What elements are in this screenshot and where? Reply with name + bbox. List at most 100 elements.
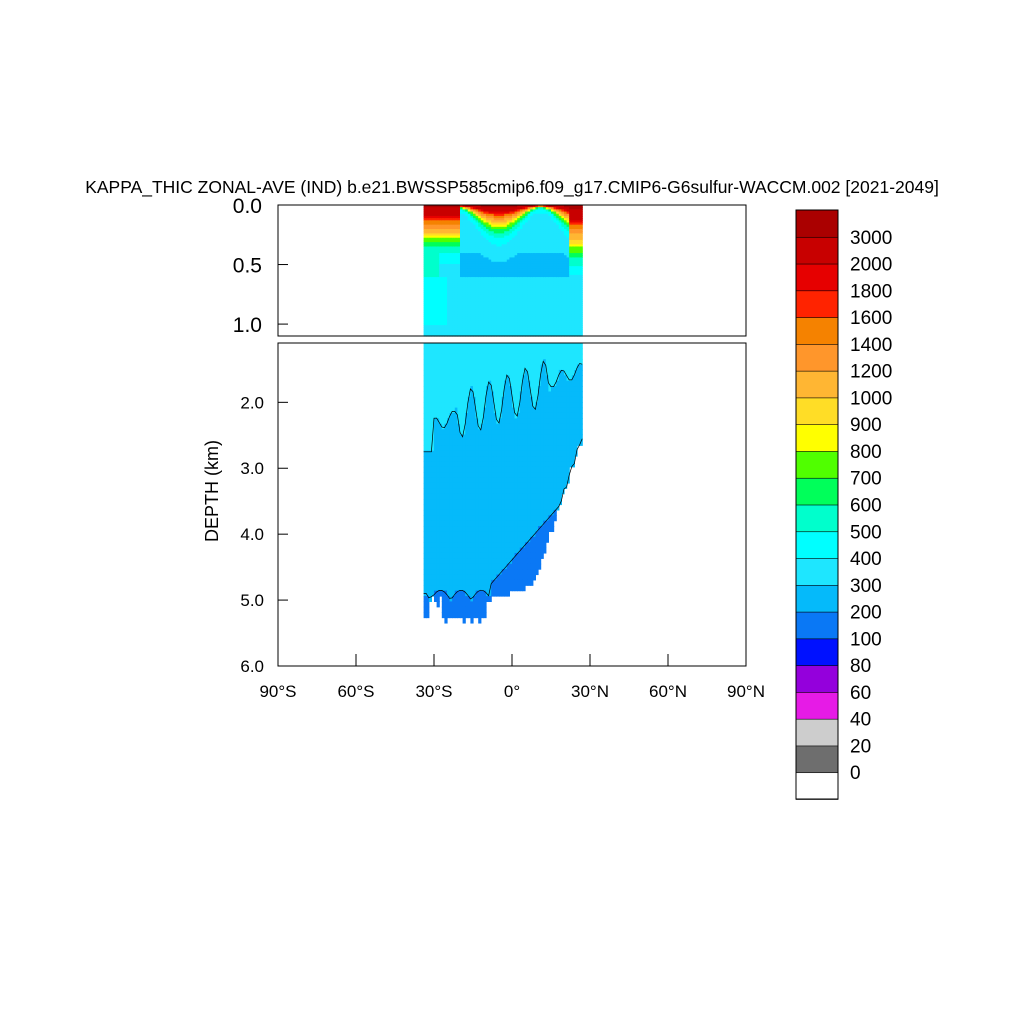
field-cell	[480, 331, 484, 335]
field-cell	[465, 314, 469, 317]
field-cell	[543, 215, 547, 219]
field-cell	[543, 250, 547, 254]
field-cell	[543, 298, 547, 302]
field-cell	[522, 301, 526, 304]
field-cell	[439, 391, 443, 398]
field-cell	[491, 242, 495, 245]
field-cell	[475, 450, 479, 457]
field-cell	[457, 266, 461, 269]
field-cell	[434, 364, 438, 371]
field-cell	[548, 257, 552, 261]
field-cell	[569, 281, 573, 285]
field-cell	[439, 314, 443, 317]
field-cell	[465, 246, 469, 250]
field-cell	[486, 493, 490, 500]
field-cell	[462, 333, 466, 337]
field-cell	[517, 257, 521, 261]
field-cell	[436, 434, 440, 441]
field-cell	[540, 261, 544, 265]
field-cell	[486, 596, 490, 602]
field-cell	[449, 353, 453, 360]
field-cell	[480, 353, 484, 360]
field-cell	[426, 242, 430, 245]
field-cell	[525, 268, 529, 272]
field-cell	[426, 412, 430, 419]
field-cell	[517, 233, 521, 237]
field-cell	[486, 396, 490, 403]
field-cell	[553, 287, 557, 291]
field-cell	[470, 445, 474, 452]
field-cell	[460, 477, 464, 484]
field-cell	[436, 439, 440, 446]
field-cell	[501, 327, 505, 331]
field-cell	[428, 590, 432, 597]
field-cell	[553, 283, 557, 287]
field-cell	[467, 266, 471, 269]
field-cell	[465, 364, 469, 371]
field-cell	[579, 290, 583, 293]
field-cell	[478, 429, 482, 436]
field-cell	[475, 499, 479, 506]
field-cell	[574, 322, 578, 326]
field-cell	[462, 307, 466, 311]
field-cell	[431, 231, 435, 234]
field-cell	[493, 318, 497, 322]
field-cell	[457, 322, 461, 326]
field-cell	[475, 215, 479, 219]
field-cell	[519, 250, 523, 254]
field-cell	[444, 294, 448, 298]
field-cell	[564, 226, 568, 230]
field-cell	[447, 309, 451, 313]
field-cell	[436, 547, 440, 554]
field-cell	[483, 250, 487, 254]
field-cell	[525, 305, 529, 309]
field-cell	[564, 261, 568, 265]
field-cell	[491, 292, 495, 296]
field-cell	[527, 215, 531, 219]
field-cell	[532, 211, 536, 215]
field-cell	[457, 531, 461, 538]
field-cell	[473, 574, 477, 581]
field-cell	[551, 290, 555, 293]
field-cell	[569, 314, 573, 317]
field-cell	[488, 305, 492, 309]
field-cell	[556, 218, 560, 221]
field-cell	[452, 277, 456, 280]
field-cell	[426, 281, 430, 285]
field-cell	[519, 318, 523, 322]
field-cell	[473, 493, 477, 500]
field-cell	[564, 209, 568, 213]
field-cell	[556, 244, 560, 248]
field-cell	[558, 235, 562, 239]
field-cell	[449, 418, 453, 425]
field-cell	[441, 272, 445, 276]
field-cell	[447, 445, 451, 452]
field-cell	[491, 309, 495, 313]
field-cell	[551, 296, 555, 300]
field-cell	[488, 391, 492, 398]
field-cell	[499, 272, 503, 276]
field-cell	[426, 318, 430, 322]
field-cell	[441, 239, 445, 243]
field-cell	[447, 307, 451, 311]
field-cell	[496, 285, 500, 289]
field-cell	[558, 283, 562, 287]
field-cell	[475, 255, 479, 258]
field-cell	[454, 504, 458, 511]
field-cell	[569, 272, 573, 276]
field-cell	[569, 325, 573, 328]
field-cell	[470, 472, 474, 479]
field-cell	[434, 261, 438, 265]
field-cell	[535, 303, 539, 307]
field-cell	[475, 311, 479, 315]
field-cell	[538, 226, 542, 230]
field-cell	[449, 296, 453, 300]
field-cell	[566, 250, 570, 254]
field-cell	[449, 246, 453, 250]
field-cell	[506, 285, 510, 289]
field-cell	[519, 246, 523, 250]
field-cell	[538, 263, 542, 267]
field-cell	[465, 303, 469, 307]
field-cell	[561, 270, 565, 274]
field-cell	[553, 316, 557, 320]
